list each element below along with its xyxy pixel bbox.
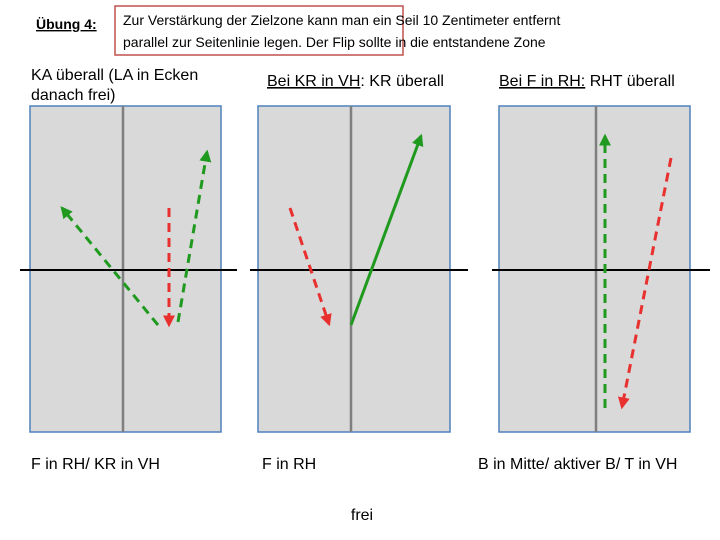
- arrow: [617, 157, 673, 410]
- panel-title: Bei F in RH: RHT überall: [499, 73, 675, 90]
- note-box: [114, 5, 404, 56]
- title-rest: : KR überall: [360, 73, 444, 90]
- panel-title: Bei KR in VH: KR überall: [267, 73, 444, 90]
- panel-title: danach frei): [31, 87, 116, 104]
- panel-caption: F in RH: [262, 456, 316, 473]
- arrow: [349, 133, 424, 326]
- footer: frei: [351, 507, 373, 524]
- panel-caption: F in RH/ KR in VH: [31, 456, 160, 473]
- panel-caption: B in Mitte/ aktiver B/ T in VH: [478, 456, 677, 473]
- arrow: [60, 206, 160, 326]
- title-underlined: Bei F in RH:: [499, 73, 585, 90]
- panel-title: KA überall (LA in Ecken: [31, 67, 198, 84]
- title-underlined: Bei KR in VH: [267, 73, 360, 90]
- title-rest: RHT überall: [585, 73, 675, 90]
- exercise-label: Übung 4:: [36, 16, 97, 32]
- arrow: [288, 207, 332, 327]
- note-line: parallel zur Seitenlinie legen. Der Flip…: [123, 34, 546, 50]
- arrow: [176, 149, 212, 323]
- note-line: Zur Verstärkung der Zielzone kann man ei…: [123, 12, 560, 28]
